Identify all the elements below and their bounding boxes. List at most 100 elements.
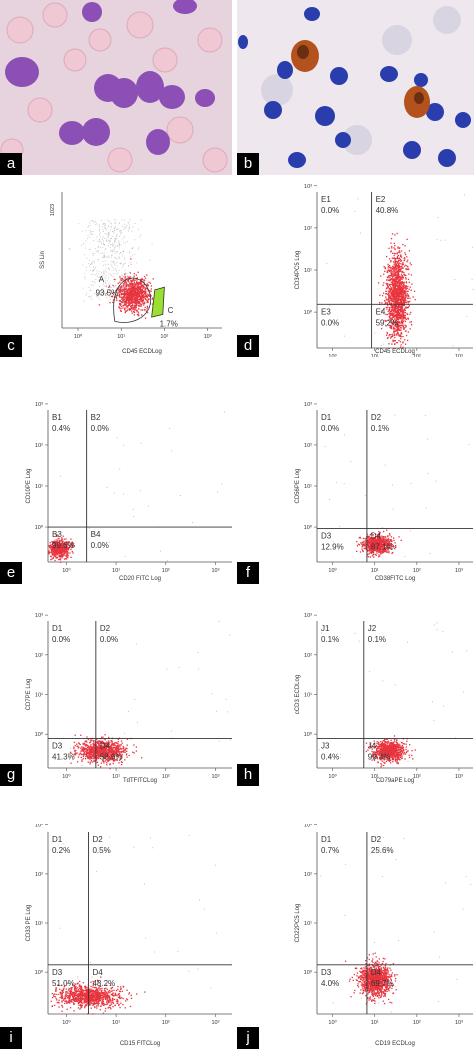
event-dot xyxy=(373,541,375,543)
event-dot xyxy=(388,279,391,281)
event-dot xyxy=(406,295,408,297)
event-dot xyxy=(126,282,128,285)
event-dot xyxy=(126,299,128,302)
event-dot xyxy=(54,543,56,545)
event-dot xyxy=(404,295,406,297)
sparse-event-dot xyxy=(84,247,86,249)
event-dot xyxy=(122,278,124,281)
event-dot xyxy=(398,262,401,264)
event-dot xyxy=(50,556,52,558)
event-dot xyxy=(369,544,371,546)
event-dot xyxy=(404,330,407,332)
event-dot xyxy=(65,544,67,546)
event-dot xyxy=(371,541,373,543)
x-tick-label: 10¹ xyxy=(371,354,379,357)
event-dot xyxy=(396,288,399,291)
event-dot xyxy=(133,275,135,277)
event-dot xyxy=(401,271,403,273)
sparse-event-dot xyxy=(105,268,107,270)
event-dot xyxy=(387,547,389,550)
event-dot xyxy=(402,296,404,298)
event-dot xyxy=(383,539,385,541)
event-dot xyxy=(393,539,395,541)
sparse-event-dot xyxy=(111,250,113,252)
event-dot xyxy=(63,551,65,554)
event-dot xyxy=(405,278,407,280)
sparse-event-dot xyxy=(110,275,112,277)
event-dot xyxy=(398,266,400,269)
event-dot xyxy=(124,288,126,290)
event-dot xyxy=(376,537,379,539)
event-dot xyxy=(66,544,68,547)
event-dot xyxy=(396,278,398,280)
event-dot xyxy=(394,290,396,292)
event-dot xyxy=(389,317,392,320)
sparse-event-dot xyxy=(123,287,125,289)
quadrant-name: B1 xyxy=(52,413,62,422)
sparse-events xyxy=(68,219,153,302)
x-tick-label: 10² xyxy=(162,774,170,780)
sparse-event-dot xyxy=(108,233,110,235)
event-dot xyxy=(115,758,118,761)
event-dot xyxy=(382,536,385,538)
event-dot xyxy=(125,297,128,300)
event-dot xyxy=(125,297,128,299)
event-dot xyxy=(391,318,393,321)
event-dot xyxy=(395,325,397,328)
event-dot xyxy=(67,556,69,559)
sparse-event-dot xyxy=(110,250,112,252)
event-dot xyxy=(394,340,396,342)
event-dot xyxy=(406,290,408,292)
event-dot xyxy=(126,289,129,291)
event-dot xyxy=(391,245,393,248)
event-dot xyxy=(95,758,98,760)
event-dot xyxy=(388,335,390,337)
event-dot xyxy=(106,744,108,746)
event-dot xyxy=(408,281,410,283)
event-dot xyxy=(364,547,366,550)
event-dot xyxy=(144,288,146,290)
event-dot xyxy=(52,557,54,560)
event-dot xyxy=(395,316,398,318)
event-dot xyxy=(146,305,148,307)
quadrant-percentage: 0.0% xyxy=(91,541,109,550)
event-dot xyxy=(120,278,122,280)
event-dot xyxy=(401,304,404,307)
event-dot xyxy=(384,544,386,547)
event-dot xyxy=(120,296,123,298)
y-tick-label: 10² xyxy=(35,443,43,449)
sparse-event-dot xyxy=(97,251,99,253)
event-dot xyxy=(384,267,386,270)
event-dot xyxy=(397,269,400,272)
event-dot xyxy=(402,335,404,338)
sparse-event-dot xyxy=(113,279,115,280)
event-dot xyxy=(145,296,147,298)
event-dot xyxy=(397,286,399,289)
event-dot xyxy=(73,747,75,750)
event-dot xyxy=(398,268,400,270)
event-dot xyxy=(388,269,390,271)
event-dot xyxy=(112,291,115,293)
event-dot xyxy=(395,260,398,263)
event-dot xyxy=(365,545,367,547)
event-dot xyxy=(143,304,145,306)
event-dot xyxy=(127,299,129,301)
event-dot xyxy=(128,292,130,294)
event-dot xyxy=(407,266,409,268)
event-dot xyxy=(396,312,399,314)
event-dot xyxy=(134,286,136,288)
sparse-event-dot xyxy=(114,264,116,266)
event-dot xyxy=(124,309,126,311)
sparse-event-dot xyxy=(129,279,131,281)
event-dot xyxy=(379,540,381,542)
event-dot xyxy=(393,280,395,282)
event-dot xyxy=(400,287,403,289)
sparse-event-dot xyxy=(69,248,71,250)
event-dot xyxy=(395,288,397,291)
event-dot xyxy=(391,273,393,276)
event-dot xyxy=(385,293,388,295)
sparse-event-dot xyxy=(124,297,126,299)
sparse-event-dot xyxy=(110,226,112,227)
sparse-event-dot xyxy=(115,219,117,221)
event-dot xyxy=(400,332,402,334)
